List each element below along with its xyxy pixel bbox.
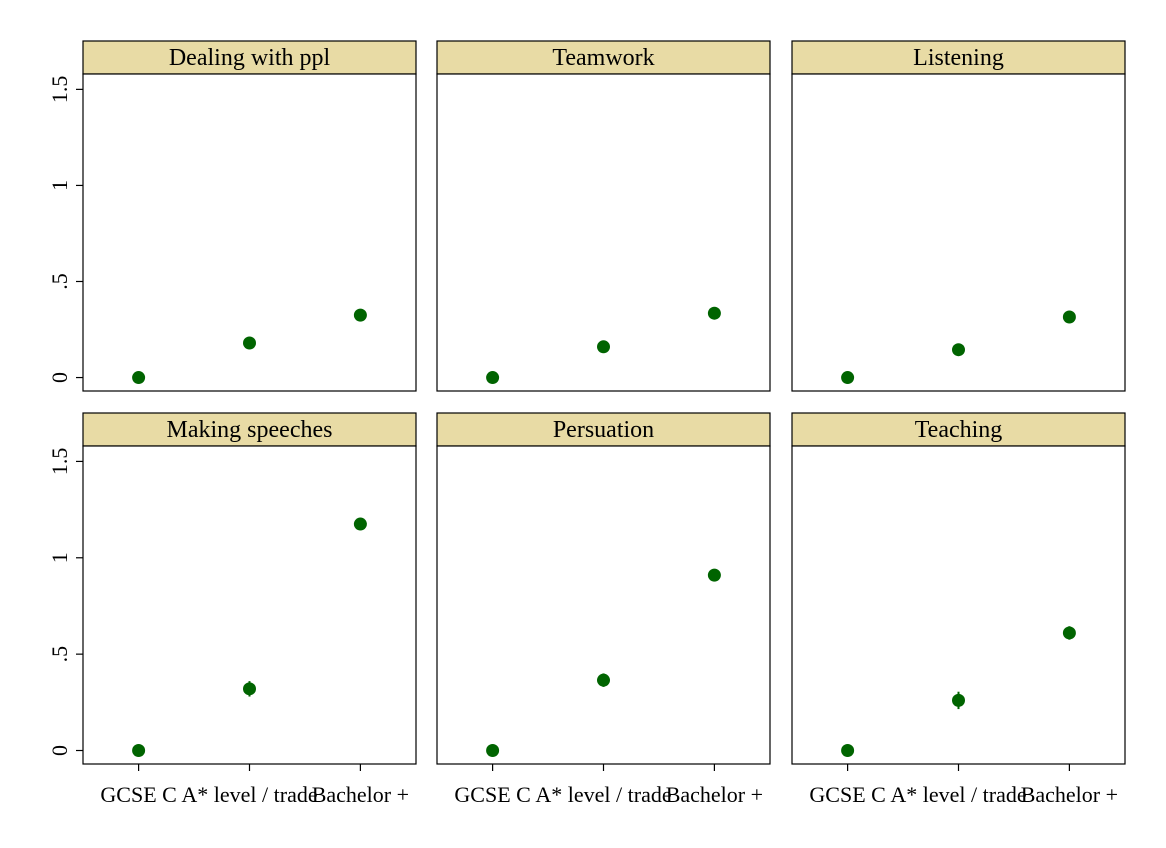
facet-strip — [436, 40, 771, 75]
facet-strip — [436, 412, 771, 447]
data-point — [841, 371, 855, 385]
facet-title: Teaching — [915, 417, 1003, 443]
data-point — [353, 308, 367, 322]
facet-panel: Teamwork — [436, 40, 771, 392]
plot-area — [791, 445, 1126, 765]
y-tick-label: .5 — [47, 646, 72, 663]
data-point — [707, 306, 721, 320]
facet-title: Listening — [913, 45, 1004, 71]
y-tick-label: 1.5 — [47, 448, 72, 476]
data-point — [353, 517, 367, 531]
plot-area — [791, 73, 1126, 392]
data-point — [597, 340, 610, 354]
facet-strip — [82, 412, 417, 447]
x-tick-label: Bachelor + — [312, 782, 409, 807]
x-tick-label: A* level / trade — [181, 782, 317, 807]
plot-area — [436, 445, 771, 765]
data-point — [707, 568, 721, 582]
plot-area — [436, 73, 771, 392]
y-tick-label: 1 — [47, 552, 72, 563]
plot-area — [82, 445, 417, 765]
facet-panel: Persuation GCSE C A* level / tradeBachelor… — [436, 412, 771, 807]
facet-panel: Making speeches 0 .5 1 1.5 GCSE C A* level / t… — [47, 412, 417, 807]
data-point — [1062, 626, 1076, 640]
facet-panel: Dealing with ppl 0 .5 1 1.5 — [47, 40, 417, 392]
y-tick-label: 0 — [47, 745, 72, 756]
x-tick-label: GCSE C — [100, 782, 176, 807]
data-point — [952, 343, 965, 357]
facet-title: Dealing with ppl — [169, 45, 331, 71]
y-tick-label: 1 — [47, 180, 72, 191]
y-tick-label: 0 — [47, 372, 72, 383]
facet-strip — [791, 40, 1126, 75]
facet-title: Making speeches — [167, 417, 333, 443]
facet-strip — [791, 412, 1126, 447]
data-point — [486, 371, 500, 385]
data-point — [243, 336, 256, 350]
facet-title: Persuation — [553, 417, 654, 443]
data-point — [132, 371, 146, 385]
data-point — [243, 682, 256, 696]
data-point — [841, 744, 855, 758]
x-tick-label: A* level / trade — [535, 782, 671, 807]
data-point — [1062, 310, 1076, 324]
x-tick-label: Bachelor + — [1021, 782, 1118, 807]
x-tick-label: A* level / trade — [890, 782, 1026, 807]
data-point — [952, 693, 965, 707]
y-tick-label: .5 — [47, 273, 72, 290]
x-tick-label: GCSE C — [809, 782, 885, 807]
data-point — [597, 673, 610, 687]
facet-title: Teamwork — [552, 45, 654, 71]
facet-panel: Listening — [791, 40, 1126, 392]
x-tick-label: GCSE C — [454, 782, 530, 807]
facet-strip — [82, 40, 417, 75]
y-tick-label: 1.5 — [47, 76, 72, 104]
data-point — [486, 744, 500, 758]
data-point — [132, 744, 146, 758]
x-tick-label: Bachelor + — [666, 782, 763, 807]
